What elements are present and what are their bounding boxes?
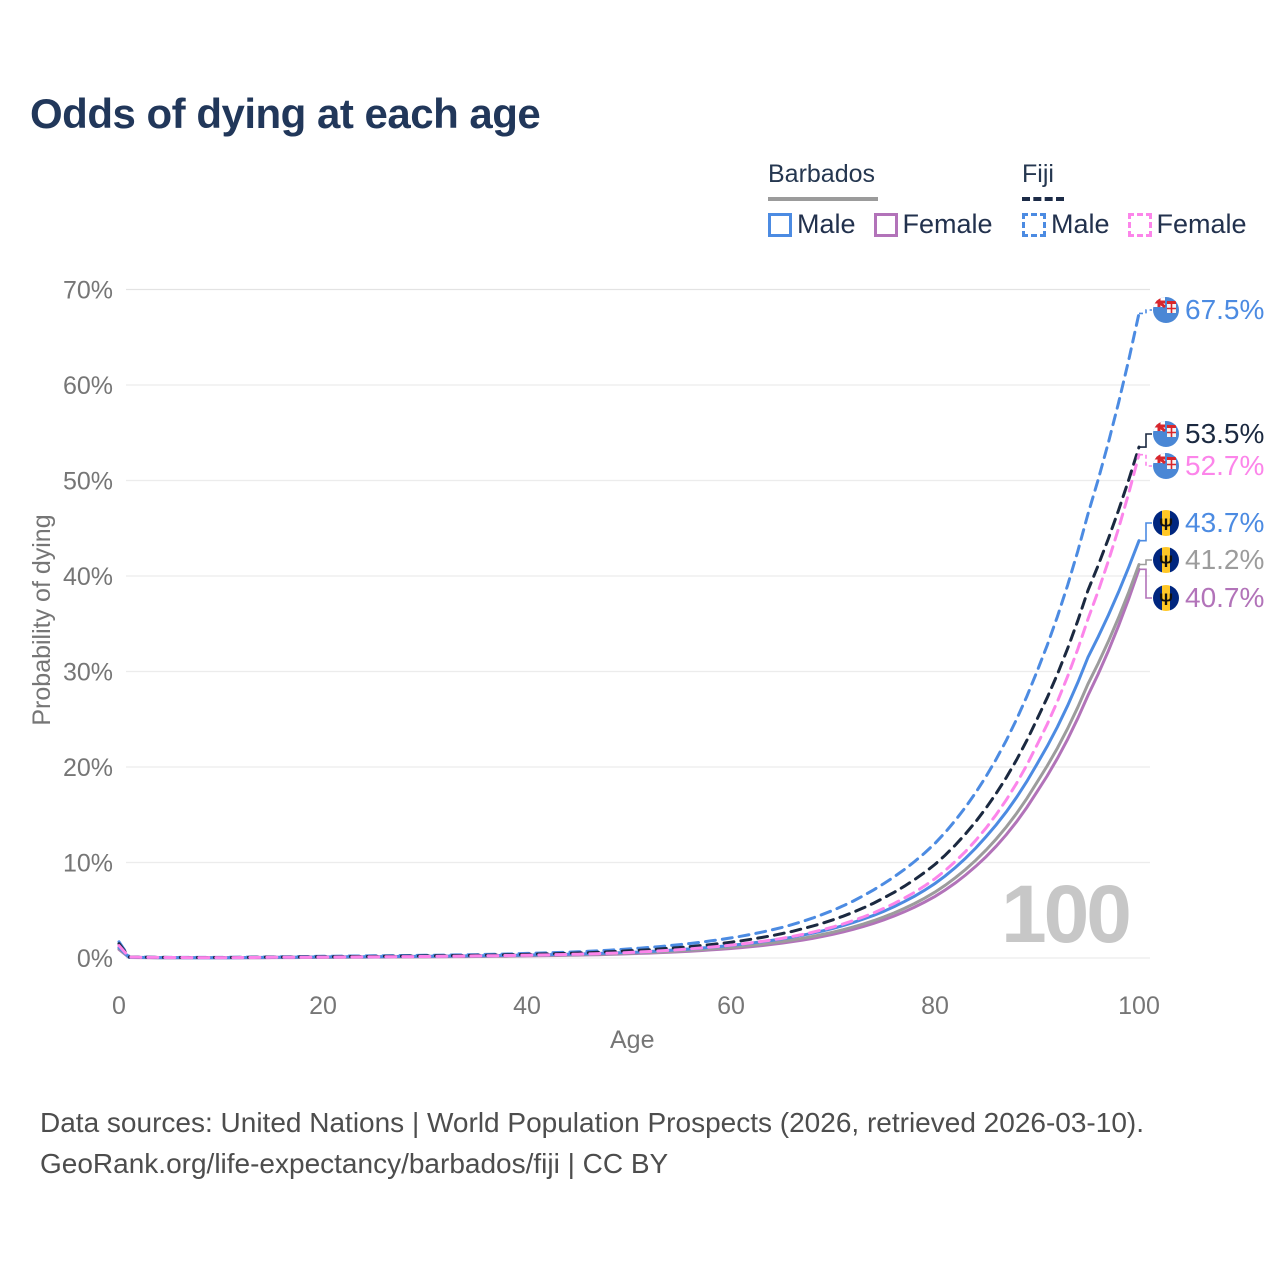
legend-item-label: Female xyxy=(1156,209,1247,239)
footer: Data sources: United Nations | World Pop… xyxy=(40,1102,1144,1184)
fiji-female-swatch-icon xyxy=(1127,212,1152,237)
svg-text:Ψ: Ψ xyxy=(1159,552,1173,571)
series-line-barbados-total xyxy=(117,563,1141,960)
series-line-fiji-total xyxy=(117,445,1141,959)
label-leader-fiji-total xyxy=(1139,433,1152,448)
y-tick-label-50: 50% xyxy=(63,468,113,496)
svg-text:Ψ: Ψ xyxy=(1159,515,1173,534)
series-line-barbados-female xyxy=(117,567,1141,960)
y-tick-label-70: 70% xyxy=(63,277,113,305)
y-tick-label-0: 0% xyxy=(77,945,113,973)
end-value-label-barbados-female: 40.7% xyxy=(1185,582,1264,613)
legend-item-label: Male xyxy=(797,209,856,239)
barbados-flag-icon-barbados-female: Ψ xyxy=(1153,585,1179,611)
page-title: Odds of dying at each age xyxy=(30,90,541,137)
y-tick-label-20: 20% xyxy=(63,754,113,782)
legend-group-title: Fiji xyxy=(1022,160,1054,188)
end-value-label-barbados-male: 43.7% xyxy=(1185,507,1264,538)
y-tick-label-60: 60% xyxy=(63,372,113,400)
legend-item-fiji-female[interactable]: Female xyxy=(1127,209,1247,240)
label-leader-barbados-total xyxy=(1139,559,1152,566)
x-tick-label-0: 0 xyxy=(112,992,126,1020)
x-tick-label-60: 60 xyxy=(717,992,745,1020)
series-line-fiji-male xyxy=(117,311,1141,959)
series-line-barbados-male xyxy=(117,539,1141,960)
barbados-flag-icon-barbados-total: Ψ xyxy=(1153,547,1179,573)
legend-item-barbados-female[interactable]: Female xyxy=(873,209,993,240)
x-tick-label-20: 20 xyxy=(309,992,337,1020)
label-leader-barbados-female xyxy=(1139,568,1152,599)
x-tick-label-40: 40 xyxy=(513,992,541,1020)
legend-group-fiji: Fiji Male Female xyxy=(1022,160,1265,240)
series-line-fiji-female xyxy=(117,453,1141,960)
x-tick-label-100: 100 xyxy=(1118,992,1160,1020)
y-tick-label-40: 40% xyxy=(63,563,113,591)
end-value-label-fiji-total: 53.5% xyxy=(1185,418,1264,449)
barbados-flag-icon-barbados-male: Ψ xyxy=(1153,510,1179,536)
fiji-flag-icon-fiji-total xyxy=(1153,421,1179,447)
legend-group-title: Barbados xyxy=(768,160,876,188)
legend-group-barbados: Barbados Male Female xyxy=(768,160,1011,240)
chart-canvas: 0% 10% 20% 30% 40% 50% 60% 70% 0 20 40 60 80 100 Ψ 40.7… xyxy=(63,277,1264,1021)
legend-item-fiji-male[interactable]: Male xyxy=(1022,209,1110,240)
label-leader-fiji-female xyxy=(1139,453,1152,467)
legend-item-label: Female xyxy=(902,209,993,239)
label-leader-barbados-male xyxy=(1139,522,1152,542)
footer-attribution-line: GeoRank.org/life-expectancy/barbados/fij… xyxy=(40,1148,669,1179)
end-value-label-fiji-female: 52.7% xyxy=(1185,450,1264,481)
y-tick-label-30: 30% xyxy=(63,659,113,687)
x-axis-title: Age xyxy=(610,1026,655,1054)
barbados-female-swatch-icon xyxy=(873,212,898,237)
y-axis-title: Probability of dying xyxy=(28,514,56,726)
end-value-label-barbados-total: 41.2% xyxy=(1185,544,1264,575)
barbados-male-swatch-icon xyxy=(768,212,792,237)
legend-item-barbados-male[interactable]: Male xyxy=(768,209,856,240)
fiji-male-swatch-icon xyxy=(1022,212,1046,237)
x-tick-label-80: 80 xyxy=(921,992,949,1020)
age-watermark: 100 xyxy=(1001,869,1132,960)
fiji-flag-icon-fiji-male xyxy=(1153,297,1179,323)
end-value-label-fiji-male: 67.5% xyxy=(1185,294,1264,325)
label-leader-fiji-male xyxy=(1139,309,1152,315)
legend-dashed-line-sample xyxy=(1022,197,1064,201)
svg-text:Ψ: Ψ xyxy=(1159,590,1173,609)
y-tick-label-10: 10% xyxy=(63,850,113,878)
legend-solid-line-sample xyxy=(768,197,878,201)
legend-item-label: Male xyxy=(1051,209,1110,239)
footer-sources-line: Data sources: United Nations | World Pop… xyxy=(40,1107,1145,1138)
fiji-flag-icon-fiji-female xyxy=(1153,453,1179,479)
